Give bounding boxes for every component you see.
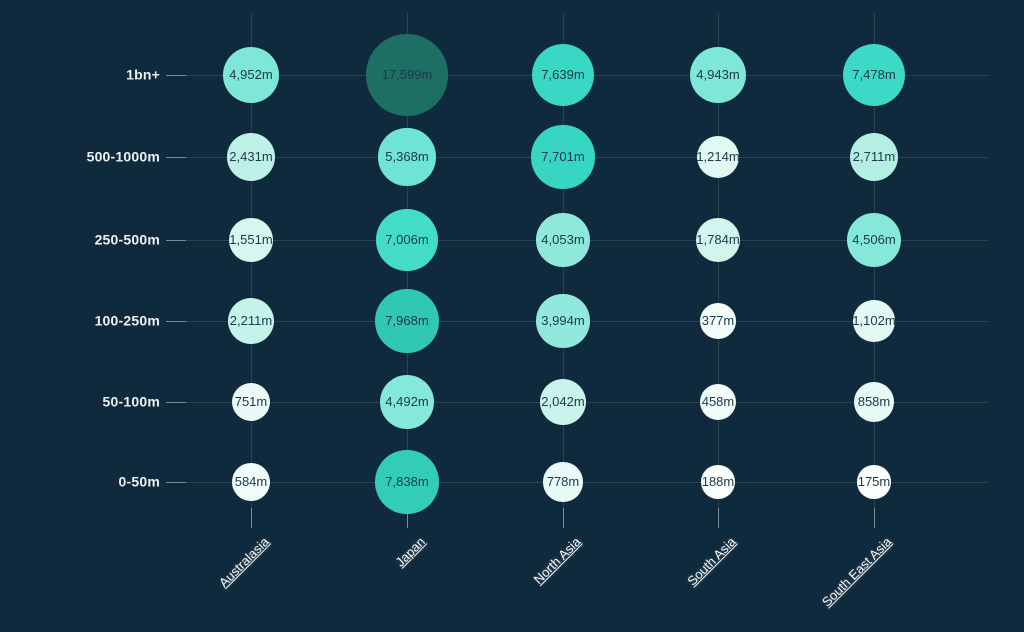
- bubble-value: 1,551m: [229, 232, 273, 248]
- y-axis-label-50-100m: 50-100m: [102, 393, 160, 410]
- bubble-value: 458m: [701, 394, 735, 410]
- bubble-value: 7,006m: [385, 232, 429, 248]
- bubble-japan-1bn-[interactable]: 17,599m: [366, 34, 448, 116]
- bubble-australasia-100-250m[interactable]: 2,211m: [227, 297, 275, 345]
- bubble-value: 584m: [234, 474, 268, 490]
- bubble-north-asia-0-50m[interactable]: 778m: [543, 462, 583, 502]
- bubble-australasia-500-1000m[interactable]: 2,431m: [227, 133, 275, 181]
- bubble-value: 1,102m: [852, 313, 896, 329]
- x-axis-label-north-asia[interactable]: North Asia: [530, 534, 584, 588]
- bubble-value: 7,478m: [852, 67, 896, 83]
- bubble-value: 17,599m: [381, 67, 433, 83]
- y-axis-label-250-500m: 250-500m: [94, 231, 160, 248]
- y-axis-tick: [166, 402, 186, 403]
- x-axis-label-australasia[interactable]: Australasia: [215, 534, 272, 591]
- y-axis-label-100-250m: 100-250m: [94, 312, 160, 329]
- bubble-value: 3,994m: [541, 313, 585, 329]
- x-axis-tick: [874, 508, 875, 528]
- bubble-japan-250-500m[interactable]: 7,006m: [376, 209, 438, 271]
- bubble-south-asia-500-1000m[interactable]: 1,214m: [696, 136, 740, 178]
- bubble-australasia-50-100m[interactable]: 751m: [231, 382, 271, 422]
- bubble-value: 1,784m: [696, 232, 740, 248]
- x-axis-tick: [718, 508, 719, 528]
- y-axis-label-1bn-: 1bn+: [126, 66, 160, 83]
- bubble-value: 858m: [857, 394, 891, 410]
- bubble-north-asia-250-500m[interactable]: 4,053m: [536, 213, 590, 267]
- bubble-value: 377m: [701, 313, 735, 329]
- bubble-north-asia-1bn-[interactable]: 7,639m: [531, 43, 595, 107]
- x-axis-label-south-east-asia[interactable]: South East Asia: [819, 534, 895, 610]
- bubble-south-east-asia-250-500m[interactable]: 4,506m: [846, 212, 902, 268]
- bubble-south-asia-50-100m[interactable]: 458m: [699, 383, 737, 421]
- bubble-value: 175m: [857, 474, 891, 490]
- bubble-value: 7,701m: [541, 149, 585, 165]
- bubble-australasia-0-50m[interactable]: 584m: [232, 463, 270, 501]
- y-axis-label-500-1000m: 500-1000m: [86, 148, 160, 165]
- y-axis-tick: [166, 157, 186, 158]
- bubble-south-east-asia-100-250m[interactable]: 1,102m: [852, 300, 896, 342]
- bubble-south-asia-0-50m[interactable]: 188m: [701, 465, 735, 499]
- bubble-australasia-250-500m[interactable]: 1,551m: [229, 218, 273, 262]
- bubble-value: 7,639m: [541, 67, 585, 83]
- x-axis-tick: [251, 508, 252, 528]
- bubble-south-east-asia-0-50m[interactable]: 175m: [857, 465, 891, 499]
- bubble-value: 4,053m: [541, 232, 585, 248]
- bubble-south-asia-100-250m[interactable]: 377m: [700, 303, 736, 339]
- bubble-japan-0-50m[interactable]: 7,838m: [375, 450, 439, 514]
- bubble-value: 7,838m: [385, 474, 429, 490]
- x-axis-tick: [407, 508, 408, 528]
- bubble-south-east-asia-50-100m[interactable]: 858m: [854, 382, 894, 422]
- x-axis-label-south-asia[interactable]: South Asia: [684, 534, 739, 589]
- bubble-value: 4,952m: [229, 67, 273, 83]
- bubble-north-asia-50-100m[interactable]: 2,042m: [539, 378, 587, 426]
- bubble-south-east-asia-1bn-[interactable]: 7,478m: [842, 43, 906, 107]
- bubble-south-east-asia-500-1000m[interactable]: 2,711m: [849, 132, 899, 182]
- bubble-value: 4,943m: [696, 67, 740, 83]
- bubble-value: 2,711m: [852, 149, 896, 165]
- bubble-value: 5,368m: [385, 149, 429, 165]
- bubble-value: 778m: [546, 474, 580, 490]
- bubble-north-asia-500-1000m[interactable]: 7,701m: [531, 125, 595, 189]
- bubble-value: 7,968m: [385, 313, 429, 329]
- bubble-australasia-1bn-[interactable]: 4,952m: [222, 46, 280, 104]
- x-axis-label-japan[interactable]: Japan: [391, 534, 428, 570]
- bubble-north-asia-100-250m[interactable]: 3,994m: [536, 294, 590, 348]
- y-axis-tick: [166, 482, 186, 483]
- bubble-value: 4,506m: [852, 232, 896, 248]
- bubble-value: 2,042m: [541, 394, 585, 410]
- x-axis-tick: [563, 508, 564, 528]
- bubble-value: 188m: [701, 474, 735, 490]
- bubble-value: 2,211m: [229, 313, 273, 329]
- y-axis-tick: [166, 75, 186, 76]
- bubble-japan-100-250m[interactable]: 7,968m: [375, 289, 439, 353]
- bubble-south-asia-1bn-[interactable]: 4,943m: [689, 46, 747, 104]
- bubble-value: 4,492m: [385, 394, 429, 410]
- y-axis-tick: [166, 240, 186, 241]
- bubble-japan-50-100m[interactable]: 4,492m: [379, 374, 435, 430]
- y-axis-label-0-50m: 0-50m: [118, 473, 160, 490]
- bubble-value: 1,214m: [696, 149, 740, 165]
- y-axis-tick: [166, 321, 186, 322]
- bubble-south-asia-250-500m[interactable]: 1,784m: [695, 217, 741, 263]
- bubble-value: 751m: [234, 394, 268, 410]
- bubble-value: 2,431m: [229, 149, 273, 165]
- bubble-japan-500-1000m[interactable]: 5,368m: [378, 128, 436, 186]
